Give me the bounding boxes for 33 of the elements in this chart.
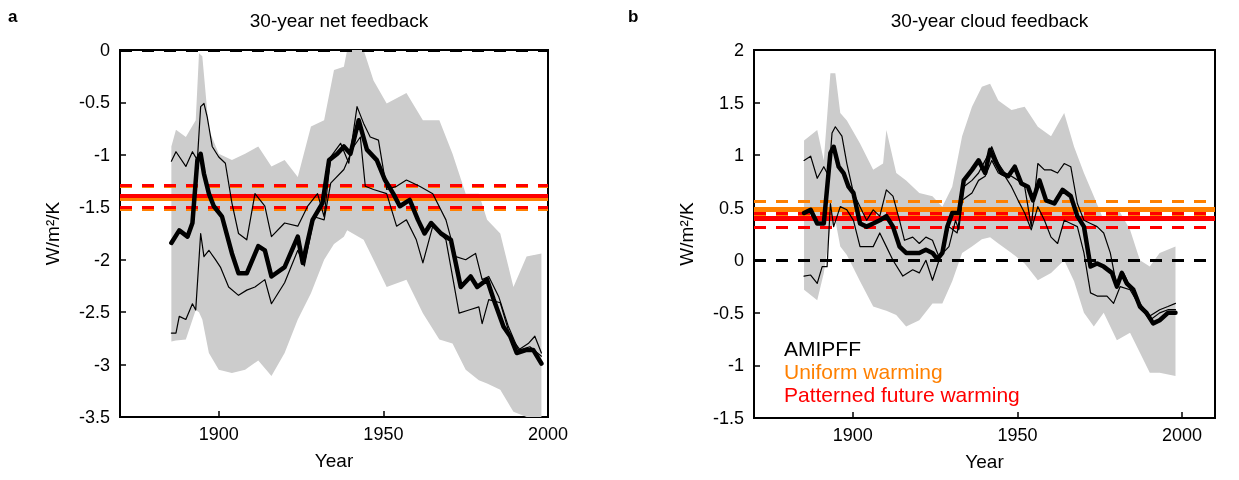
x-tick-label: 2000 bbox=[527, 424, 569, 444]
y-tick-label: -3 bbox=[93, 354, 110, 375]
chart-title: 30-year cloud feedback bbox=[890, 10, 1089, 31]
y-tick-label: -1 bbox=[727, 355, 744, 376]
x-axis-title: Year bbox=[314, 450, 354, 471]
x-tick-label: 1900 bbox=[198, 424, 239, 444]
x-tick-label: 1900 bbox=[832, 425, 873, 445]
y-tick-label: -1.5 bbox=[78, 197, 110, 218]
y-tick-label: 0.5 bbox=[718, 197, 744, 218]
text: a bbox=[8, 7, 18, 26]
y-axis-title: W/m²/K bbox=[676, 202, 697, 266]
y-tick-label: -0.5 bbox=[78, 92, 110, 113]
y-tick-label: 1.5 bbox=[718, 92, 744, 113]
y-tick-label: -0.5 bbox=[712, 302, 744, 323]
y-tick-label: -3.5 bbox=[78, 407, 110, 427]
y-tick-label: -2 bbox=[93, 249, 110, 270]
y-tick-label: 0 bbox=[733, 250, 744, 271]
y-tick-label: -2.5 bbox=[78, 302, 110, 323]
y-tick-label: 2 bbox=[733, 40, 744, 60]
x-tick-label: 2000 bbox=[1162, 425, 1203, 445]
text: b bbox=[628, 7, 639, 26]
x-tick-label: 1950 bbox=[363, 424, 404, 444]
x-axis-title: Year bbox=[965, 451, 1005, 472]
x-tick-label: 1950 bbox=[997, 425, 1038, 445]
y-tick-label: 1 bbox=[733, 145, 744, 166]
y-tick-label: -1.5 bbox=[712, 408, 744, 428]
y-axis-title: W/m²/K bbox=[42, 201, 63, 266]
y-tick-label: -1 bbox=[93, 144, 110, 165]
ref-line-label: Patterned future warming bbox=[784, 383, 1020, 406]
chart-title: 30-year net feedback bbox=[249, 10, 429, 31]
y-tick-label: 0 bbox=[99, 40, 110, 60]
text: AMIPFF bbox=[784, 337, 861, 360]
ref-line-label: Uniform warming bbox=[784, 360, 943, 383]
